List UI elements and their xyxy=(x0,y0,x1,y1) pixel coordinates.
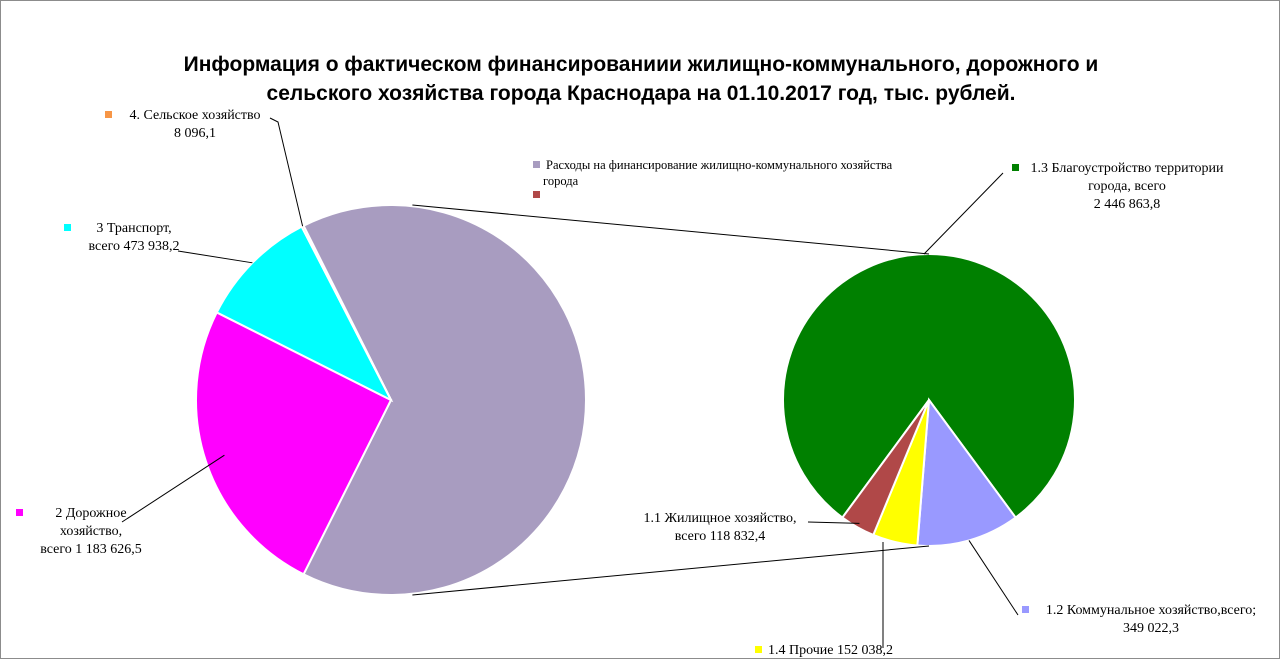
main-slice-housing xyxy=(302,204,587,596)
label-communal: 1.2 Коммунальное хозяйство,всего; 349 02… xyxy=(1020,602,1282,638)
chart-title-line-1: Информация о фактическом финансированиии… xyxy=(183,53,1099,76)
chart-title: Информация о фактическом финансированиии… xyxy=(100,50,1182,108)
chart-title-line-2: сельского хозяйства города Краснодара на… xyxy=(266,82,1016,105)
legend-item-housing: Расходы на финансирование жилищно-коммун… xyxy=(533,157,953,189)
label-marker-improvement xyxy=(1012,164,1019,171)
sub-slice-residential xyxy=(840,399,930,537)
label-agri: 4. Сельское хозяйство 8 096,1 xyxy=(105,107,285,143)
connector-bottom-line xyxy=(412,545,930,596)
label-improvement: 1.3 Благоустройство территории города, в… xyxy=(1012,160,1242,214)
label-transport: 3 Транспорт, всего 473 938,2 xyxy=(64,220,204,256)
label-residential: 1.1 Жилищное хозяйство, всего 118 832,4 xyxy=(643,511,797,544)
main-slice-transport xyxy=(215,225,394,403)
leader-agri xyxy=(269,117,304,227)
legend-text-housing-2: города xyxy=(543,174,579,188)
leader-residential xyxy=(807,521,860,524)
label-marker-other xyxy=(755,646,762,653)
connector-top-line xyxy=(412,204,930,255)
label-marker-agri xyxy=(105,111,112,118)
legend-text-housing: Расходы на финансирование жилищно-коммун… xyxy=(546,158,893,172)
legend-item-residential xyxy=(533,187,546,203)
label-road: 2 Дорожное хозяйство, всего 1 183 626,5 xyxy=(16,505,166,559)
legend-marker-residential xyxy=(533,191,540,198)
label-marker-communal xyxy=(1022,606,1029,613)
leader-improvement xyxy=(923,172,1004,255)
main-slice-road xyxy=(195,311,393,576)
leader-communal xyxy=(968,540,1019,616)
sub-slice-communal xyxy=(916,397,1018,547)
legend-marker-housing xyxy=(533,161,540,168)
label-marker-transport xyxy=(64,224,71,231)
sub-slice-improvement xyxy=(782,253,1076,519)
main-slice-agri xyxy=(300,224,392,401)
label-marker-road xyxy=(16,509,23,516)
leader-road xyxy=(121,454,225,523)
label-other: 1.4 Прочие 152 038,2 xyxy=(755,642,955,660)
leader-transport xyxy=(177,250,253,264)
